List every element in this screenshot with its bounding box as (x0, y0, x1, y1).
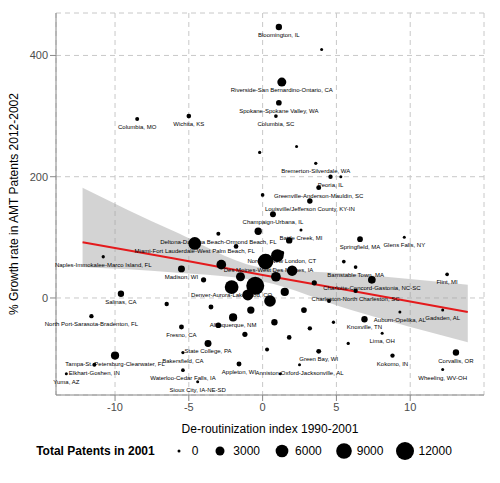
svg-text:Tampa-St. Petersburg-Clearwate: Tampa-St. Petersburg-Clearwater, FL (65, 361, 165, 367)
html-text:6000: 6000 (295, 444, 322, 458)
svg-text:Bakersfield, CA: Bakersfield, CA (162, 358, 203, 364)
svg-text:-10: -10 (107, 401, 123, 413)
svg-text:Flint, MI: Flint, MI (436, 279, 458, 285)
html-text:3000: 3000 (233, 444, 260, 458)
svg-text:% Growth rate in AMT Patents 2: % Growth rate in AMT Patents 2012-2002 (8, 93, 21, 315)
html-text:12000: 12000 (418, 444, 452, 458)
svg-text:0: 0 (260, 401, 266, 413)
svg-text:Denver-Aurora-Lakewood, CO: Denver-Aurora-Lakewood, CO (191, 292, 273, 299)
svg-text:Naples-Immokalee-Marco Island,: Naples-Immokalee-Marco Island, FL (55, 262, 152, 268)
svg-text:Anniston-Oxford-Jacksonville,: Anniston-Oxford-Jacksonville, AL (255, 370, 344, 376)
svg-text:Green Bay, WI: Green Bay, WI (299, 356, 338, 362)
svg-text:Appleton, WI: Appleton, WI (222, 369, 257, 375)
svg-text:State College, PA: State College, PA (185, 348, 232, 354)
svg-text:Charlotte-Concord-Gastonia, NC: Charlotte-Concord-Gastonia, NC-SC (323, 285, 421, 291)
html-text:9000: 9000 (356, 444, 384, 458)
svg-text:Sioux City, IA-NE-SD: Sioux City, IA-NE-SD (170, 387, 227, 393)
svg-text:Champaign-Urbana, IL: Champaign-Urbana, IL (243, 219, 304, 225)
svg-text:Charleston-North Charleston, S: Charleston-North Charleston, SC (312, 296, 401, 302)
svg-text:0: 0 (42, 292, 48, 304)
html-text:Total Patents in 2001: Total Patents in 2001 (36, 444, 155, 458)
svg-text:Miami-Fort Lauderdale-West Pal: Miami-Fort Lauderdale-West Palm Beach, F… (135, 248, 256, 254)
svg-text:-5: -5 (184, 401, 194, 413)
svg-text:Yuma, AZ: Yuma, AZ (53, 379, 79, 385)
svg-text:Peoria, IL: Peoria, IL (318, 182, 344, 188)
svg-text:Glens Falls, NY: Glens Falls, NY (383, 242, 425, 248)
svg-text:Lima, OH: Lima, OH (369, 338, 394, 344)
svg-text:400: 400 (30, 49, 48, 61)
svg-text:Barnstable Town, MA: Barnstable Town, MA (327, 272, 384, 278)
svg-text:Gadsden, AL: Gadsden, AL (425, 315, 460, 321)
svg-text:Greenville-Anderson-Mauldin, S: Greenville-Anderson-Mauldin, SC (274, 193, 364, 199)
svg-text:Columbia, SC: Columbia, SC (257, 121, 295, 127)
svg-text:Salinas, CA: Salinas, CA (105, 299, 136, 305)
svg-text:Norwich-New London, CT: Norwich-New London, CT (247, 258, 317, 265)
svg-text:Columbia, MO: Columbia, MO (118, 124, 157, 130)
svg-text:Deltona-Daytona Beach-Ormond B: Deltona-Daytona Beach-Ormond Beach, FL (160, 239, 277, 245)
svg-text:Louisville/Jefferson County, K: Louisville/Jefferson County, KY-IN (265, 206, 355, 212)
svg-text:Riverside-San Bernardino-Ontar: Riverside-San Bernardino-Ontario, CA (231, 87, 333, 93)
svg-text:Wichita, KS: Wichita, KS (173, 121, 204, 127)
svg-text:Wheeling, WV-OH: Wheeling, WV-OH (418, 375, 467, 381)
svg-text:200: 200 (30, 171, 48, 183)
svg-text:Auburn-Opelika, AL: Auburn-Opelika, AL (374, 317, 427, 323)
svg-text:10: 10 (404, 401, 416, 413)
svg-text:Waterloo-Cedar Falls, IA: Waterloo-Cedar Falls, IA (150, 375, 215, 381)
svg-text:Elkhart-Goshen, IN: Elkhart-Goshen, IN (69, 370, 120, 376)
svg-text:Corvallis, OR: Corvallis, OR (438, 358, 474, 364)
svg-text:Knoxville, TN: Knoxville, TN (347, 324, 382, 330)
svg-text:Bloomington, IL: Bloomington, IL (258, 32, 300, 38)
svg-text:De-routinization index 1990-20: De-routinization index 1990-2001 (182, 422, 359, 433)
svg-text:Battle Creek, MI: Battle Creek, MI (279, 235, 322, 241)
svg-text:Madison, WI: Madison, WI (165, 274, 199, 280)
svg-text:Des Moines-West Des Moines, IA: Des Moines-West Des Moines, IA (223, 267, 314, 274)
svg-text:5: 5 (333, 401, 339, 413)
svg-text:North Port-Sarasota-Bradenton,: North Port-Sarasota-Bradenton, FL (45, 321, 139, 327)
html-text:0: 0 (191, 444, 199, 458)
svg-text:Spokane-Spokane Valley, WA: Spokane-Spokane Valley, WA (239, 108, 318, 114)
svg-text:Springfield, MA: Springfield, MA (340, 244, 381, 250)
svg-text:Fresno, CA: Fresno, CA (166, 332, 196, 338)
svg-text:Albuquerque, NM: Albuquerque, NM (210, 322, 257, 328)
svg-text:Kokomo, IN: Kokomo, IN (377, 361, 408, 367)
svg-text:Bremerton-Silverdale, WA: Bremerton-Silverdale, WA (281, 168, 350, 174)
